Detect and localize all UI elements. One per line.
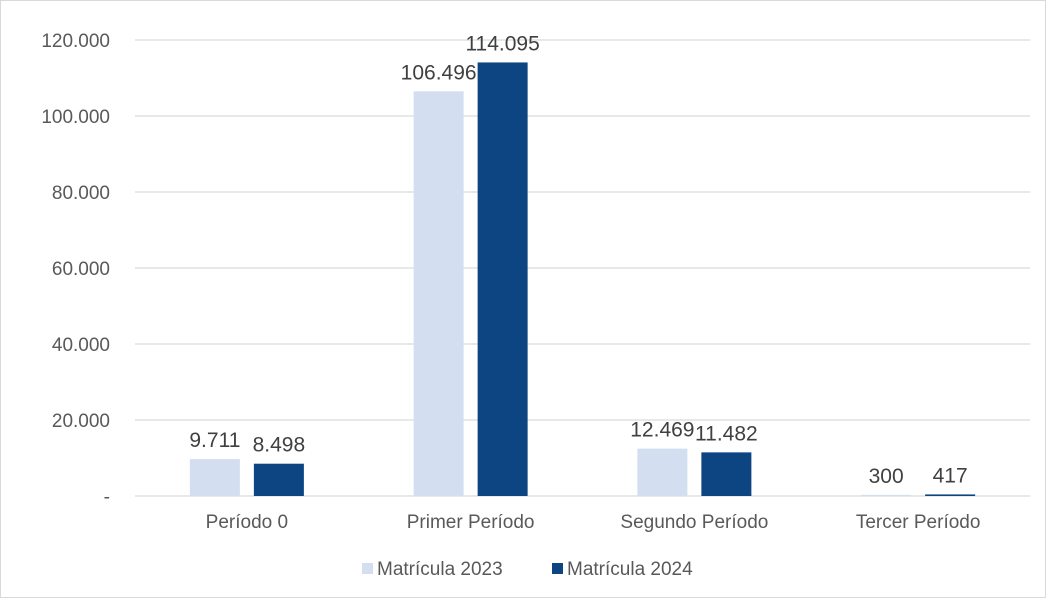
y-tick-label: 60.000 [52, 259, 110, 280]
gridlines [135, 39, 1030, 497]
x-tick-label: Tercer Período [856, 512, 981, 533]
legend: Matrícula 2023 Matrícula 2024 [362, 559, 693, 580]
legend-label: Matrícula 2024 [567, 559, 693, 580]
x-tick-label: Primer Período [407, 512, 535, 533]
bar-2023-0 [189, 459, 240, 496]
bar-2023-1 [413, 91, 464, 497]
data-label: 9.711 [189, 429, 240, 452]
bar-2024-0 [253, 463, 304, 496]
data-labels: 9.711 8.498 106.496 114.095 12.469 11.482 300 4… [189, 32, 967, 487]
data-label: 106.496 [401, 61, 477, 84]
y-tick-label: - [104, 487, 110, 508]
data-label: 8.498 [253, 434, 306, 457]
x-tick-label: Segundo Período [620, 512, 768, 533]
legend-swatch-1 [552, 563, 563, 574]
bar-2023-3 [861, 494, 912, 496]
x-tick-label: Período 0 [206, 512, 288, 533]
y-tick-label: 80.000 [52, 183, 110, 204]
legend-label: Matrícula 2023 [377, 559, 503, 580]
y-tick-label: 100.000 [41, 107, 110, 128]
x-axis: Período 0 Primer Período Segundo Período Te… [206, 512, 981, 533]
bar-2023-2 [637, 448, 688, 496]
data-label: 12.469 [630, 419, 694, 442]
bars [189, 62, 976, 497]
data-label: 417 [933, 464, 968, 487]
legend-swatch-0 [362, 563, 373, 574]
y-tick-label: 20.000 [52, 411, 110, 432]
data-label: 114.095 [465, 32, 539, 55]
bar-2024-3 [925, 494, 976, 496]
bar-2024-2 [701, 452, 752, 496]
data-label: 11.482 [695, 422, 758, 445]
y-axis: - 20.000 40.000 60.000 80.000 100.000 120.000 [41, 31, 110, 508]
y-tick-label: 40.000 [52, 335, 110, 356]
y-tick-label: 120.000 [41, 31, 110, 52]
bar-2024-1 [477, 62, 528, 497]
data-label: 300 [869, 465, 904, 488]
